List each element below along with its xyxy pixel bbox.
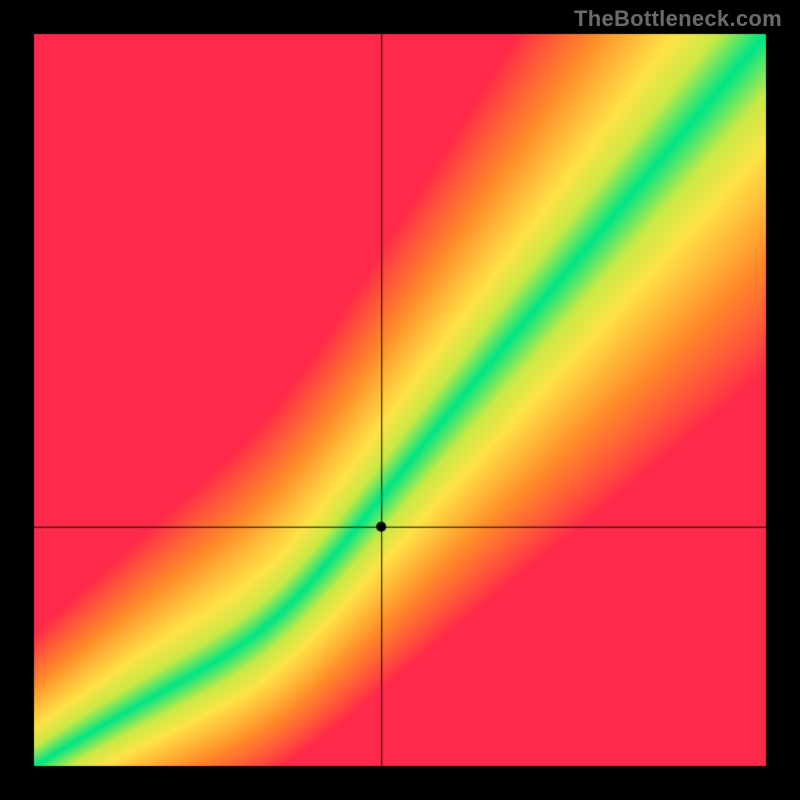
bottleneck-heatmap [0, 0, 800, 800]
watermark-text: TheBottleneck.com [574, 6, 782, 32]
heatmap-canvas [0, 0, 800, 800]
